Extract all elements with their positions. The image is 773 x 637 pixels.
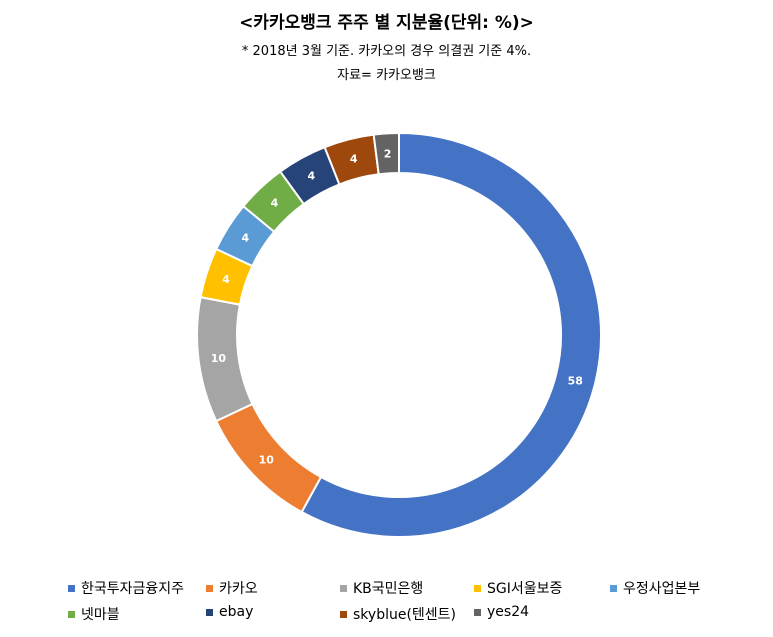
chart-title: <카카오뱅크 주주 별 지분율(단위: %)> [239,13,534,33]
data-label-2: 10 [211,352,227,365]
chart-subtitle-note: * 2018년 3월 기준. 카카오의 경우 의결권 기준 4%. [241,44,532,59]
legend-item: 한국투자금융지주 [68,578,184,598]
legend-label: yes24 [487,604,530,620]
legend-swatch [340,584,347,592]
data-label-4: 4 [242,231,250,244]
legend-swatch [474,584,481,592]
legend-swatch [610,584,617,592]
legend-swatch [206,608,213,616]
legend-item: KB국민은행 [340,578,423,598]
chart-subtitle-source: 자료= 카카오뱅크 [337,68,436,83]
legend-item: 넷마블 [68,604,120,624]
legend-swatch [68,610,75,618]
data-label-6: 4 [307,170,315,183]
legend-label: 카카오 [219,581,258,597]
legend-swatch [340,610,347,618]
legend-swatch [474,608,481,616]
legend-label: SGI서울보증 [487,581,563,597]
legend-label: KB국민은행 [353,581,424,597]
legend-item: 우정사업본부 [610,578,700,598]
donut-slice-8 [372,131,400,176]
legend-label: skyblue(텐센트) [353,607,457,623]
legend-label: ebay [219,604,254,620]
data-label-1: 10 [259,454,275,467]
legend-label: 한국투자금융지주 [81,581,185,597]
legend-swatch [68,584,75,592]
data-label-7: 4 [350,153,358,166]
legend-swatch [206,584,213,592]
legend-item: 카카오 [206,578,258,598]
legend-item: skyblue(텐센트) [340,604,456,624]
data-label-3: 4 [222,273,230,286]
data-label-5: 4 [271,196,279,209]
legend-item: ebay [206,604,253,620]
data-label-8: 2 [384,147,392,160]
legend-item: SGI서울보증 [474,578,562,598]
legend-item: yes24 [474,604,529,620]
data-label-0: 58 [568,374,583,387]
legend-label: 넷마블 [81,607,120,623]
donut-slice-0 [300,131,602,538]
legend-label: 우정사업본부 [623,581,701,597]
